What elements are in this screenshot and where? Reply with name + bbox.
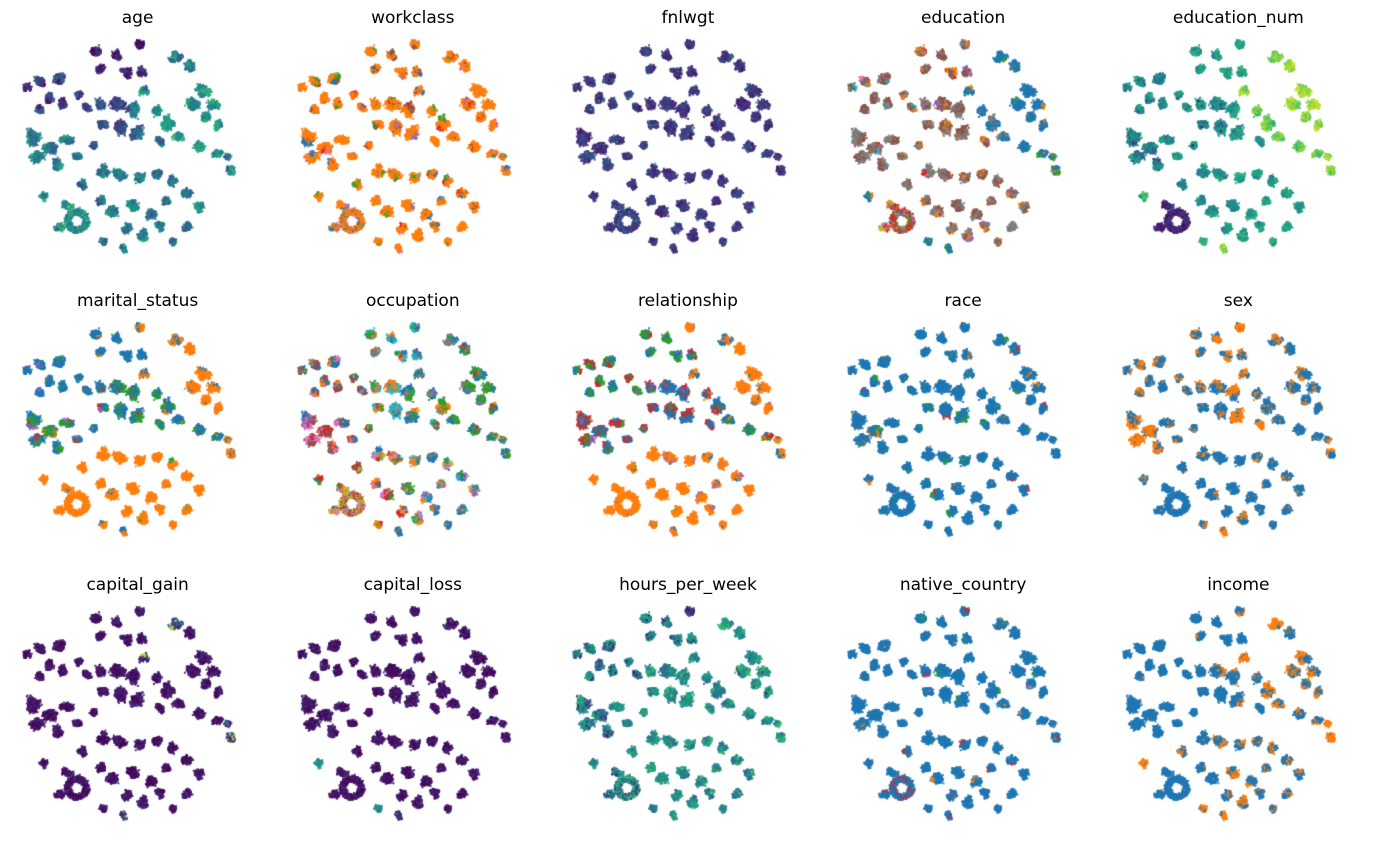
subplot-title: income xyxy=(1207,574,1270,595)
subplot-cell: workclass xyxy=(275,0,550,283)
subplot-cell: capital_loss xyxy=(275,567,550,850)
subplot-title: marital_status xyxy=(76,291,199,312)
subplot-cell: hours_per_week xyxy=(550,567,825,850)
scatter-plot-canvas-capital_loss xyxy=(282,600,543,847)
subplot-title: capital_gain xyxy=(86,574,189,595)
subplot-title: workclass xyxy=(371,8,455,28)
subplot-title: fnlwgt xyxy=(661,8,715,28)
scatter-plot-canvas-capital_gain xyxy=(7,600,268,847)
scatter-plot-canvas-education xyxy=(833,34,1094,280)
subplot-cell: fnlwgt xyxy=(550,0,825,283)
subplot-title: capital_loss xyxy=(363,574,462,595)
subplot-title: education_num xyxy=(1172,8,1304,28)
subplot-title: native_country xyxy=(899,574,1027,595)
scatter-plot-canvas-hours_per_week xyxy=(557,600,818,847)
subplot-title: sex xyxy=(1223,291,1253,312)
scatter-plot-canvas-income xyxy=(1108,600,1369,847)
subplot-cell: age xyxy=(0,0,275,283)
scatter-plot-canvas-race xyxy=(833,317,1094,564)
scatter-plot-canvas-relationship xyxy=(557,317,818,564)
subplot-cell: native_country xyxy=(826,567,1101,850)
scatter-plot-canvas-occupation xyxy=(282,317,543,564)
subplot-cell: sex xyxy=(1101,283,1376,566)
scatter-plot-canvas-age xyxy=(7,34,268,280)
scatter-plot-canvas-marital_status xyxy=(7,317,268,564)
subplot-title: occupation xyxy=(365,291,460,312)
subplot-cell: education xyxy=(826,0,1101,283)
subplot-cell: capital_gain xyxy=(0,567,275,850)
subplot-cell: relationship xyxy=(550,283,825,566)
subplot-title: race xyxy=(944,291,982,312)
subplot-cell: marital_status xyxy=(0,283,275,566)
subplot-title: relationship xyxy=(638,291,738,312)
subplot-cell: education_num xyxy=(1101,0,1376,283)
scatter-plot-canvas-education_num xyxy=(1108,34,1369,280)
scatter-plot-canvas-fnlwgt xyxy=(557,34,818,280)
subplot-title: education xyxy=(920,8,1006,28)
subplot-title: age xyxy=(121,8,154,28)
scatter-plot-canvas-native_country xyxy=(833,600,1094,847)
subplot-title: hours_per_week xyxy=(619,574,757,595)
subplot-cell: occupation xyxy=(275,283,550,566)
scatter-plot-canvas-workclass xyxy=(282,34,543,280)
subplot-cell: race xyxy=(826,283,1101,566)
scatter-plot-canvas-sex xyxy=(1108,317,1369,564)
subplot-cell: income xyxy=(1101,567,1376,850)
